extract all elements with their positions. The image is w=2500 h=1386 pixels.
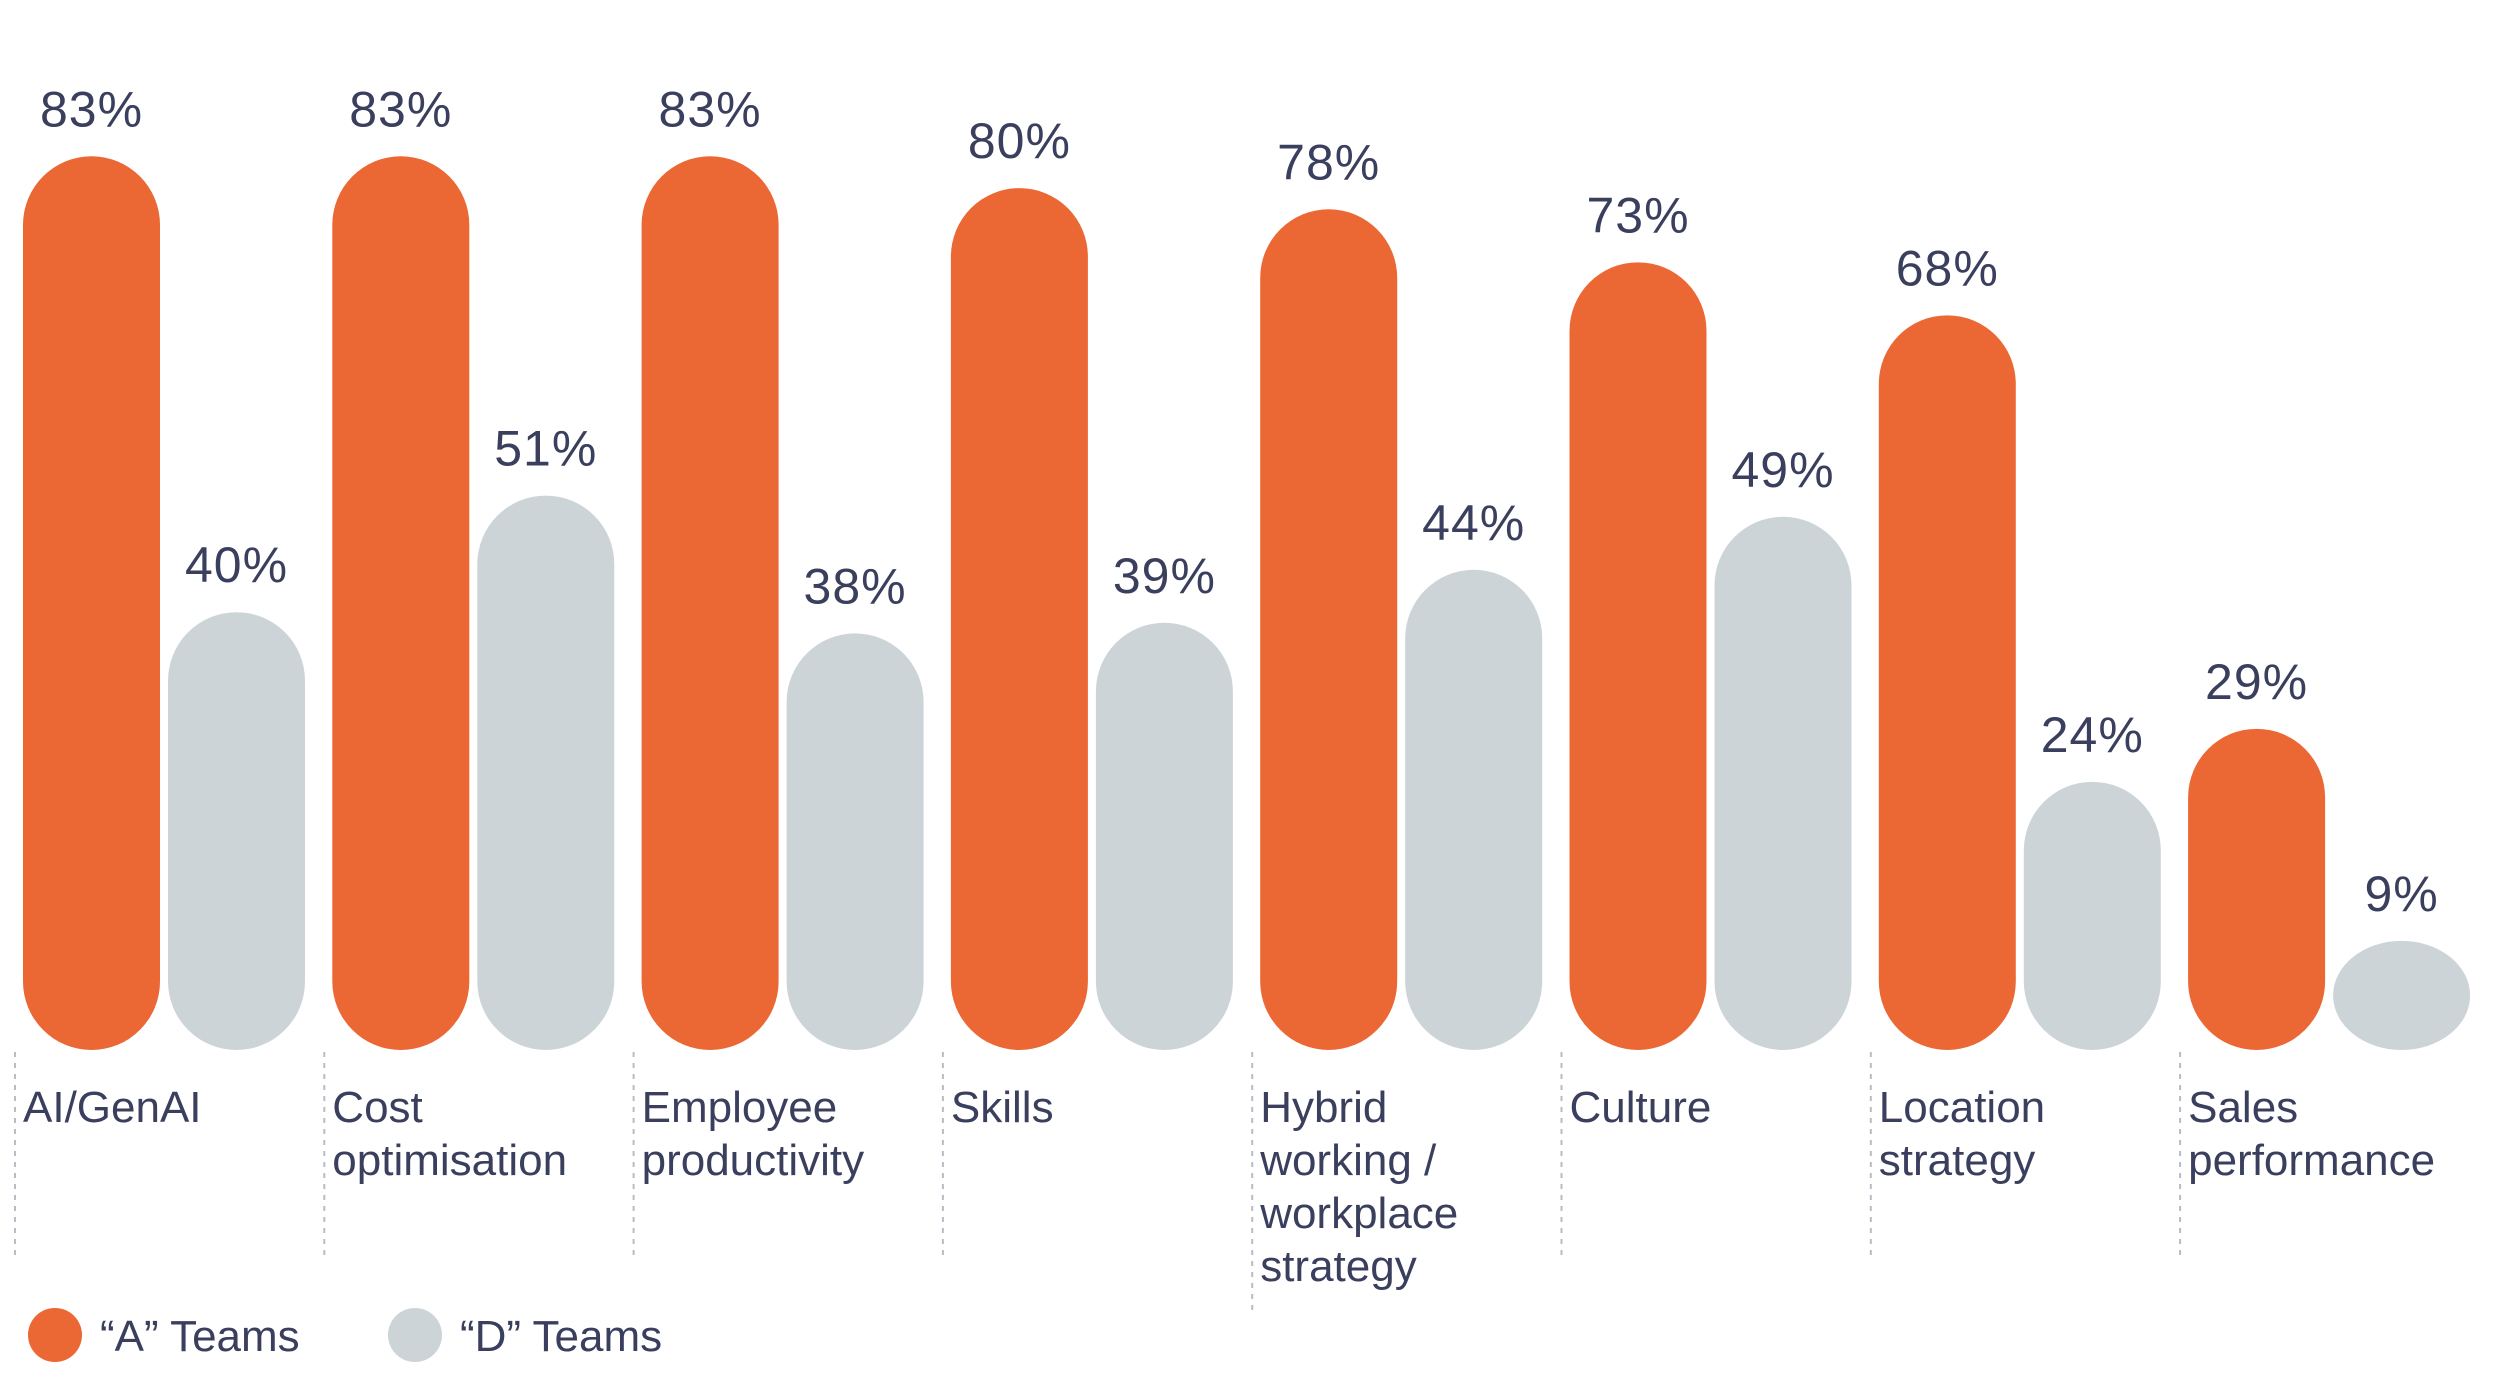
value-label-hybrid-working-workplace-strategy-d-teams: 44% <box>1422 495 1525 551</box>
bar-location-strategy-d-teams <box>2023 781 2161 1050</box>
bar-ai-genai-a-teams <box>23 156 160 1051</box>
value-label-cost-optimisation-a-teams: 83% <box>349 81 452 137</box>
legend: “A” Teams “D” Teams <box>28 1308 662 1362</box>
value-label-culture-d-teams: 49% <box>1731 442 1834 498</box>
value-label-ai-genai-a-teams: 83% <box>40 81 143 137</box>
value-label-skills-a-teams: 80% <box>968 113 1071 169</box>
bar-location-strategy-a-teams <box>1878 315 2016 1050</box>
category-label-culture: Culture <box>1570 1083 1712 1132</box>
category-label-employee-productivity: Employee productivity <box>642 1083 865 1185</box>
value-label-location-strategy-d-teams: 24% <box>2041 707 2144 763</box>
value-label-sales-performance-a-teams: 29% <box>2205 654 2308 710</box>
category-label-sales-performance: Sales performance <box>2188 1083 2435 1185</box>
category-label-location-strategy: Location strategy <box>1879 1083 2045 1185</box>
bar-culture-d-teams <box>1714 516 1852 1050</box>
value-label-employee-productivity-d-teams: 38% <box>804 558 907 614</box>
value-label-skills-d-teams: 39% <box>1113 548 1216 604</box>
bar-culture-a-teams <box>1569 262 1707 1050</box>
value-labels: 83% 40% 83% 51% 83% 38% 80% 39% 78% 44% 73% 49% 68% 2… <box>40 81 2438 922</box>
bar-hybrid-working-workplace-strategy-d-teams <box>1405 569 1543 1050</box>
category-label-ai-genai: AI/GenAI <box>23 1083 202 1132</box>
value-label-cost-optimisation-d-teams: 51% <box>494 421 597 477</box>
value-label-hybrid-working-workplace-strategy-a-teams: 78% <box>1277 134 1380 190</box>
value-label-sales-performance-d-teams: 9% <box>2364 866 2438 922</box>
legend-swatch-a-teams <box>28 1308 82 1362</box>
category-separators <box>14 1052 2182 1310</box>
bar-employee-productivity-a-teams <box>641 156 779 1051</box>
legend-swatch-d-teams <box>388 1308 442 1362</box>
value-label-ai-genai-d-teams: 40% <box>185 537 288 593</box>
value-label-location-strategy-a-teams: 68% <box>1896 240 1999 296</box>
bar-ai-genai-d-teams <box>168 612 305 1050</box>
category-label-hybrid-working-workplace-strategy: Hybrid working / workplace strategy <box>1259 1083 1458 1291</box>
bar-hybrid-working-workplace-strategy-a-teams <box>1260 209 1398 1051</box>
value-label-employee-productivity-a-teams: 83% <box>659 81 762 137</box>
legend-label-a-teams: “A” Teams <box>100 1312 300 1361</box>
legend-label-d-teams: “D” Teams <box>460 1312 662 1361</box>
bars <box>23 156 2471 1051</box>
value-label-culture-a-teams: 73% <box>1586 187 1689 243</box>
bar-sales-performance-d-teams <box>2333 940 2471 1050</box>
category-label-cost-optimisation: Cost optimisation <box>332 1083 567 1185</box>
bar-sales-performance-a-teams <box>2188 728 2326 1050</box>
bar-cost-optimisation-d-teams <box>477 495 615 1050</box>
category-label-skills: Skills <box>951 1083 1054 1132</box>
category-labels: AI/GenAI Cost optimisation Employee producti… <box>23 1083 2435 1291</box>
bar-cost-optimisation-a-teams <box>332 156 470 1051</box>
bar-skills-a-teams <box>950 188 1088 1050</box>
bar-employee-productivity-d-teams <box>786 633 924 1050</box>
bar-skills-d-teams <box>1095 622 1233 1050</box>
